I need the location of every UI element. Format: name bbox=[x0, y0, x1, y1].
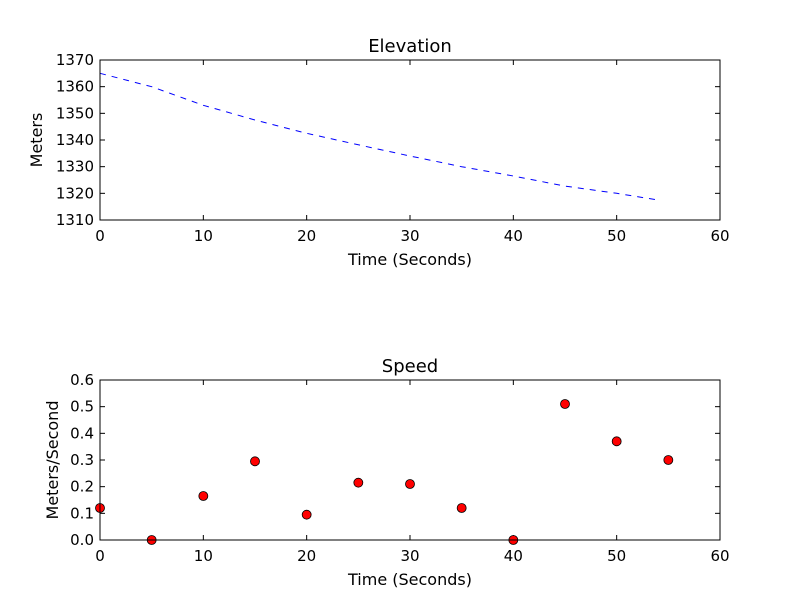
speed-title: Speed bbox=[382, 356, 438, 377]
x-tick-label: 20 bbox=[297, 227, 316, 245]
x-tick-label: 50 bbox=[607, 547, 626, 565]
elevation-ticks: 0 10 20 30 40 50 60 1310 1320 1330 1340 1350 1360 137… bbox=[56, 51, 730, 245]
speed-data-point bbox=[611, 436, 622, 447]
x-tick-label: 30 bbox=[400, 227, 419, 245]
y-tick-label: 1350 bbox=[56, 104, 94, 122]
speed-data-point bbox=[198, 491, 209, 501]
speed-marks bbox=[95, 399, 674, 545]
y-tick-label: 0.1 bbox=[70, 504, 94, 522]
x-tick-label: 40 bbox=[504, 547, 523, 565]
elevation-marks bbox=[99, 72, 659, 201]
speed-data-point bbox=[560, 399, 570, 409]
elevation-plot-frame bbox=[99, 59, 721, 221]
x-tick-label: 20 bbox=[297, 547, 316, 565]
elevation-title: Elevation bbox=[368, 36, 452, 57]
speed-data-point bbox=[663, 455, 674, 465]
elevation-series-line bbox=[99, 72, 659, 201]
x-tick-label: 60 bbox=[710, 227, 729, 245]
y-tick-label: 0.2 bbox=[70, 478, 94, 496]
speed-data-point bbox=[405, 479, 415, 489]
y-tick-label: 0.4 bbox=[70, 424, 94, 442]
y-tick-label: 1330 bbox=[56, 158, 94, 176]
x-tick-label: 40 bbox=[504, 227, 523, 245]
elevation-subplot: Elevation Time (Seconds) Meters 0 10 20 30 4… bbox=[27, 36, 730, 269]
speed-ticks: 0 10 20 30 40 50 60 0.0 0.1 0.2 0.3 0.4 0.5 0.6 bbox=[70, 371, 729, 565]
x-tick-label: 30 bbox=[400, 547, 419, 565]
speed-data-point bbox=[301, 509, 312, 520]
y-tick-label: 1340 bbox=[56, 131, 94, 149]
x-tick-label: 0 bbox=[95, 227, 105, 245]
x-tick-label: 10 bbox=[194, 227, 213, 245]
x-tick-label: 10 bbox=[194, 547, 213, 565]
x-tick-label: 60 bbox=[710, 547, 729, 565]
x-tick-label: 50 bbox=[607, 227, 626, 245]
y-tick-label: 1310 bbox=[56, 211, 94, 229]
speed-data-point bbox=[456, 503, 467, 513]
y-tick-label: 0.5 bbox=[70, 398, 94, 416]
y-tick-label: 0.6 bbox=[70, 371, 94, 389]
speed-data-point bbox=[250, 456, 260, 467]
speed-ylabel: Meters/Second bbox=[43, 401, 62, 520]
speed-plot-frame bbox=[99, 379, 721, 541]
elevation-xlabel: Time (Seconds) bbox=[347, 250, 472, 269]
x-tick-label: 0 bbox=[95, 547, 105, 565]
y-tick-label: 1370 bbox=[56, 51, 94, 69]
elevation-ylabel: Meters bbox=[27, 113, 46, 168]
y-tick-label: 1360 bbox=[56, 78, 94, 96]
y-tick-label: 0.3 bbox=[70, 451, 94, 469]
y-tick-label: 0.0 bbox=[70, 531, 94, 549]
speed-subplot: Speed Time (Seconds) Meters/Second 0 10 20… bbox=[43, 356, 730, 589]
y-tick-label: 1320 bbox=[56, 184, 94, 202]
speed-data-point bbox=[353, 477, 364, 488]
speed-xlabel: Time (Seconds) bbox=[347, 570, 472, 589]
